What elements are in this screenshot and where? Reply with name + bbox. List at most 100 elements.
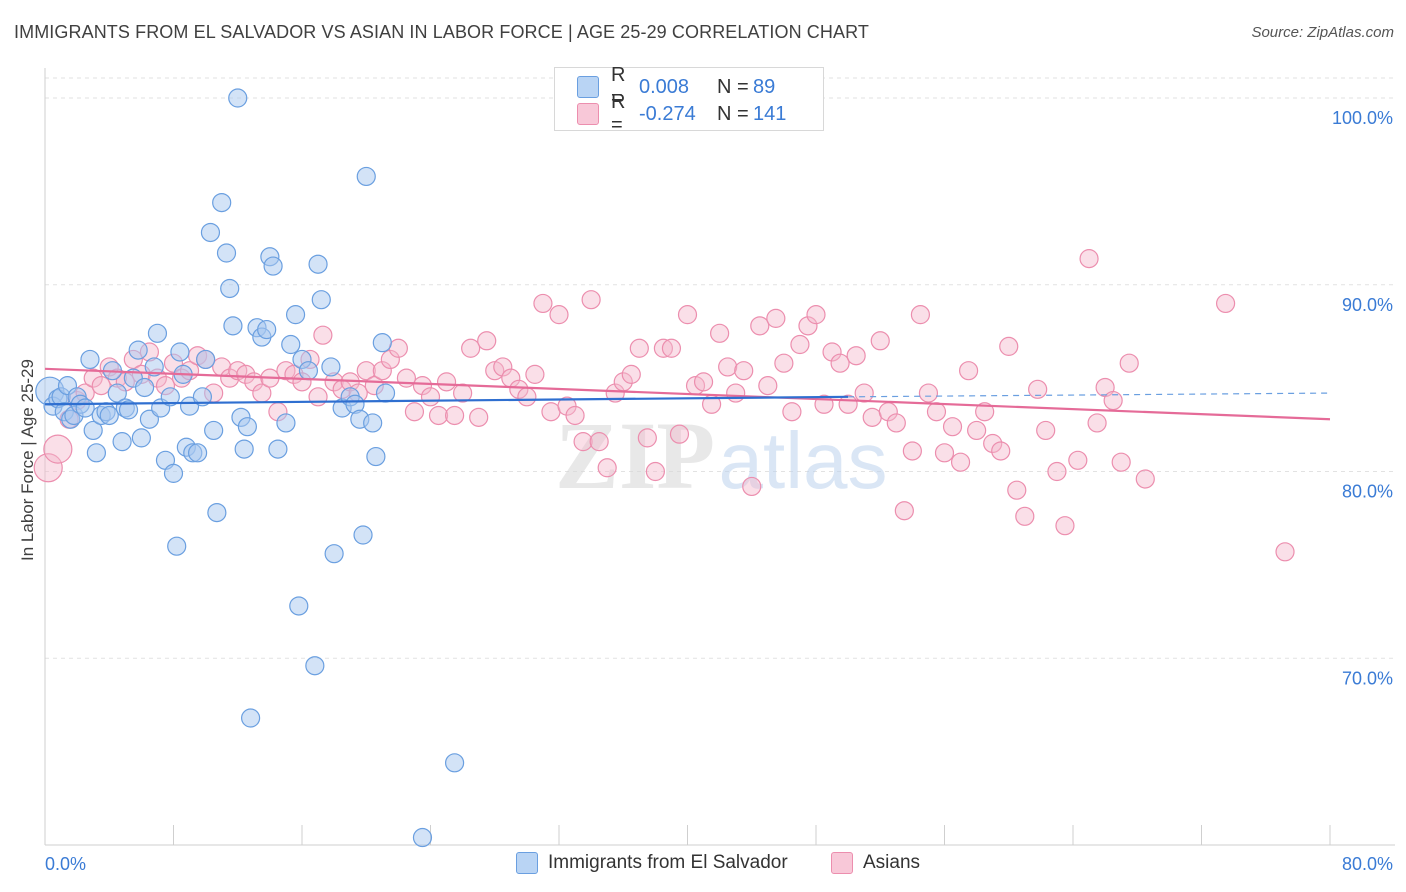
- asians-point: [677, 305, 698, 325]
- el-salvador-point: [412, 827, 433, 848]
- y-tick-label-3: 100.0%: [1332, 108, 1393, 128]
- el-salvador-point: [179, 396, 200, 416]
- asians-trend-line: [44, 367, 1331, 421]
- asians-point: [669, 424, 690, 444]
- asians-point: [710, 323, 730, 343]
- legend-swatch-pink: [577, 103, 599, 125]
- el-salvador-point: [356, 166, 376, 187]
- bottom-legend-label: Asians: [863, 852, 921, 873]
- asians-point: [790, 334, 810, 355]
- asians-point: [798, 316, 818, 336]
- asians-point: [621, 364, 641, 384]
- asians-point: [958, 361, 979, 381]
- el-salvador-point: [212, 192, 232, 213]
- asians-point: [934, 443, 955, 463]
- el-salvador-point: [163, 463, 184, 483]
- el-salvador-point: [207, 502, 227, 523]
- el-salvador-point: [289, 596, 309, 616]
- asians-point: [991, 441, 1011, 461]
- y-tick-label-0: 70.0%: [1342, 668, 1393, 688]
- asians-point: [493, 357, 513, 377]
- x-tick-label-0: 0.0%: [45, 854, 86, 874]
- asians-point: [356, 361, 376, 381]
- asians-point: [758, 376, 778, 396]
- el-salvador-point: [83, 420, 103, 441]
- asians-point: [999, 336, 1019, 356]
- asians-point: [605, 383, 625, 403]
- asians-point: [1055, 516, 1075, 536]
- legend-n-value: 141: [753, 102, 787, 125]
- asians-point: [1135, 469, 1155, 489]
- legend-n-label: N =: [717, 102, 749, 125]
- asians-point: [509, 379, 529, 399]
- asians-point: [453, 383, 473, 403]
- asians-point: [589, 432, 609, 452]
- el-salvador-point: [321, 357, 341, 377]
- asians-point: [830, 353, 850, 373]
- el-salvador-point: [75, 398, 95, 418]
- asians-point: [766, 308, 786, 328]
- asians-point: [1028, 379, 1048, 399]
- el-salvador-point: [86, 443, 107, 463]
- asians-point: [693, 372, 714, 392]
- asians-point: [436, 372, 457, 392]
- asians-point: [91, 376, 111, 396]
- el-salvador-point: [257, 319, 277, 340]
- asians-point: [983, 433, 1003, 454]
- el-salvador-point: [298, 361, 319, 381]
- asians-point: [1119, 353, 1139, 373]
- el-salvador-point: [223, 316, 243, 336]
- asians-point: [886, 413, 906, 433]
- asians-point: [838, 394, 858, 414]
- asians-point: [967, 420, 987, 441]
- asians-point: [910, 305, 931, 325]
- asians-point: [404, 402, 425, 422]
- asians-point: [581, 290, 601, 310]
- asians-point: [541, 402, 561, 422]
- y-tick-label-1: 80.0%: [1342, 482, 1393, 502]
- el-salvador-point: [353, 525, 373, 545]
- el-salvador-point: [160, 387, 180, 407]
- el-salvador-point: [131, 428, 151, 448]
- el-salvador-point: [285, 305, 306, 325]
- bottom-legend: Immigrants from El Salvador Asians: [0, 852, 1406, 878]
- asians-point: [43, 434, 73, 464]
- asians-point: [236, 364, 256, 384]
- el-salvador-point: [444, 753, 465, 773]
- el-salvador-point: [107, 383, 127, 403]
- asians-point: [774, 353, 794, 373]
- asians-point: [806, 305, 826, 325]
- asians-point: [918, 383, 939, 403]
- asians-point: [372, 361, 392, 381]
- el-salvador-point: [375, 383, 396, 403]
- asians-point: [388, 338, 408, 358]
- asians-point: [517, 387, 537, 407]
- x-tick-label-1: 80.0%: [1342, 854, 1393, 874]
- asians-point: [469, 407, 489, 427]
- asians-point: [420, 387, 441, 407]
- asians-point: [854, 383, 874, 403]
- asians-point: [220, 368, 240, 388]
- el-salvador-point: [80, 349, 100, 370]
- asians-point: [975, 402, 995, 422]
- legend-r-value: 0.008: [639, 75, 690, 98]
- legend-r-label: R =: [611, 91, 626, 136]
- legend: R = 0.008 N = 89 R = -0.274 N = 141: [554, 64, 824, 136]
- asians-point: [637, 428, 657, 448]
- asians-point: [477, 331, 497, 351]
- asians-point: [894, 501, 914, 521]
- asians-point: [1079, 249, 1099, 269]
- asians-point: [396, 368, 417, 388]
- el-salvador-point: [99, 405, 119, 426]
- watermark-atlas: atlas: [719, 416, 888, 505]
- legend-r-label: R =: [611, 64, 626, 109]
- asians-point: [380, 349, 400, 370]
- legend-swatch-blue: [577, 76, 599, 98]
- el-salvador-point: [305, 656, 325, 676]
- asians-point: [565, 405, 585, 426]
- el-salvador-point: [237, 417, 257, 437]
- asians-point: [444, 405, 465, 426]
- asians-point: [1036, 420, 1056, 441]
- el-salvador-point: [372, 333, 392, 353]
- asians-point: [950, 452, 971, 472]
